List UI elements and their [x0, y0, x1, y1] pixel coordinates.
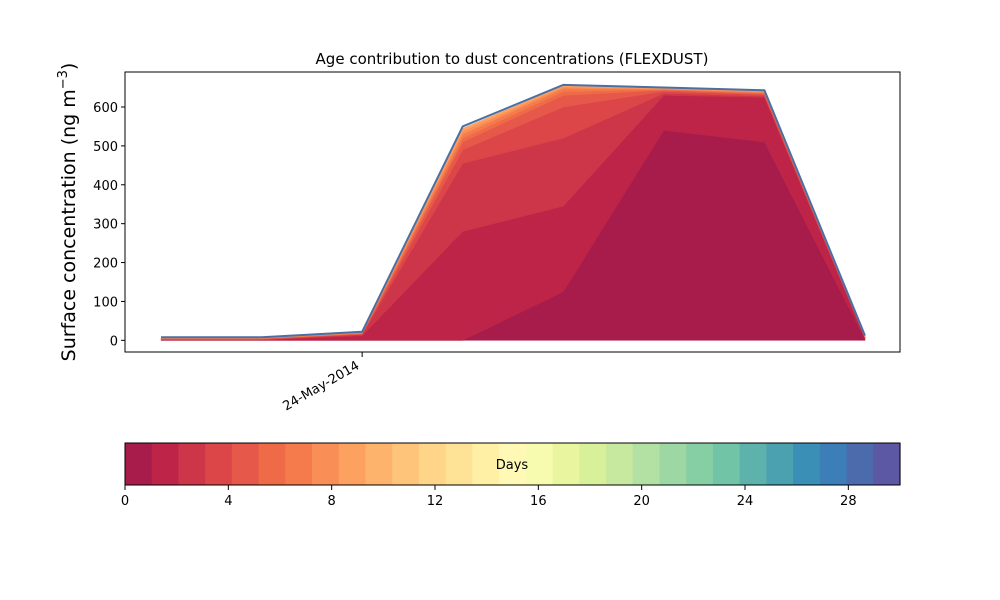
colorbar-tick-label-0: 0	[121, 494, 129, 509]
colorbar-segment-0	[125, 443, 153, 485]
colorbar-tick-label-8: 8	[328, 494, 336, 509]
colorbar-segment-11	[418, 443, 447, 485]
colorbar-segment-7	[312, 443, 340, 485]
colorbar-tick-label-16: 16	[530, 494, 547, 509]
y-axis-label-close: )	[58, 63, 80, 70]
y-axis-label: Surface concentration (ng m−3)	[56, 63, 80, 362]
colorbar-segment-9	[365, 443, 393, 485]
colorbar-tick-label-24: 24	[737, 494, 754, 509]
y-tick-label-300: 300	[93, 218, 118, 233]
colorbar-segment-5	[258, 443, 286, 485]
y-tick-label-100: 100	[93, 295, 118, 310]
colorbar-tick-label-28: 28	[840, 494, 857, 509]
colorbar-segment-25	[793, 443, 821, 485]
colorbar-segment-28	[873, 443, 901, 485]
total-line	[161, 83, 866, 339]
colorbar-segment-1	[151, 443, 180, 485]
plot-areas	[160, 83, 866, 341]
y-axis-label-main: Surface concentration (ng m	[58, 89, 80, 361]
x-axis: 24-May-2014	[280, 352, 363, 414]
colorbar-segment-10	[392, 443, 420, 485]
colorbar-tick-label-4: 4	[224, 494, 232, 509]
colorbar-segment-19	[632, 443, 661, 485]
x-tick-label-0: 24-May-2014	[280, 358, 362, 414]
colorbar-segment-8	[338, 443, 367, 485]
colorbar-tick-label-12: 12	[427, 494, 444, 509]
colorbar-segment-4	[231, 443, 260, 485]
colorbar-segment-17	[579, 443, 607, 485]
y-tick-label-600: 600	[93, 101, 118, 116]
colorbar-frame	[124, 442, 901, 486]
colorbar-label: Days	[496, 458, 529, 473]
colorbar-segment-15	[525, 443, 554, 485]
colorbar-segment-13	[472, 443, 500, 485]
y-axis-label-sup: −3	[56, 70, 71, 89]
colorbar-segment-18	[606, 443, 634, 485]
colorbar-segment-12	[445, 443, 474, 485]
colorbar-segment-16	[552, 443, 580, 485]
colorbar-segment-14	[499, 443, 527, 485]
colorbar-tick-label-20: 20	[633, 494, 650, 509]
y-tick-label-200: 200	[93, 257, 118, 272]
colorbar-segment-3	[205, 443, 233, 485]
colorbar-segment-26	[819, 443, 848, 485]
y-tick-label-0: 0	[110, 334, 118, 349]
colorbar-segment-23	[739, 443, 767, 485]
colorbar-segment-2	[178, 443, 206, 485]
colorbar-segment-27	[846, 443, 874, 485]
plot-frame	[124, 71, 901, 353]
colorbar-segment-21	[686, 443, 714, 485]
y-axis: 0 100 200 300 400 500 600	[93, 101, 125, 349]
chart-title: Age contribution to dust concentrations …	[316, 50, 709, 68]
colorbar-segment-20	[659, 443, 687, 485]
y-tick-label-500: 500	[93, 140, 118, 155]
colorbar: 0 4 8 12 16 20 24 28	[121, 442, 901, 509]
colorbar-segment-6	[285, 443, 313, 485]
colorbar-segment-22	[712, 443, 741, 485]
colorbar-segment-24	[766, 443, 794, 485]
y-tick-label-400: 400	[93, 179, 118, 194]
